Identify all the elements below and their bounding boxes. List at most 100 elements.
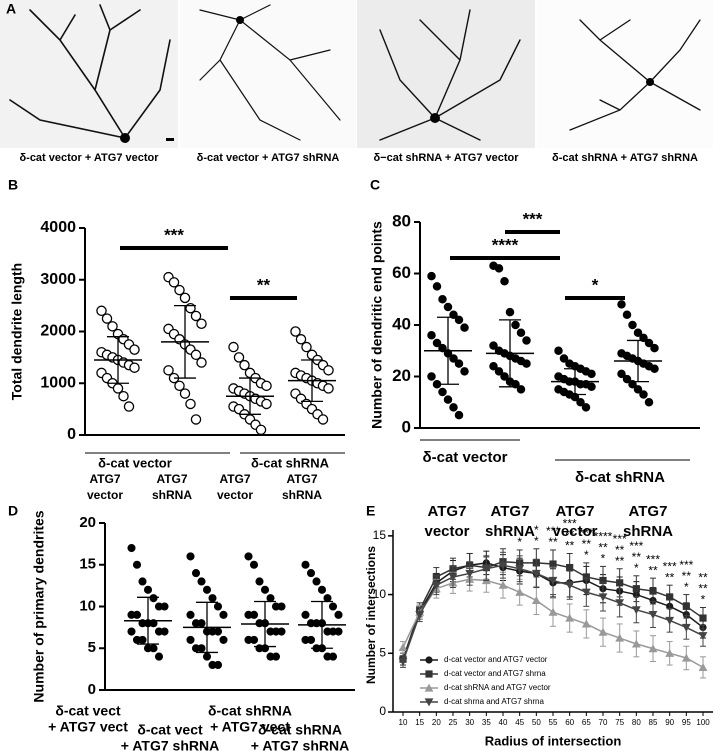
data-point: [454, 410, 464, 420]
panel-letter: C: [370, 177, 380, 193]
data-point: [101, 313, 113, 324]
significance-label: **: [682, 569, 692, 583]
y-tick-label: 0: [88, 681, 96, 698]
data-point: [186, 610, 195, 619]
x-tick-label: 65: [582, 718, 591, 727]
y-tick-label: 4000: [40, 219, 76, 236]
y-axis-label: Number of dendritic end points: [369, 221, 385, 429]
category-label: shRNA: [152, 488, 192, 502]
data-point: [494, 264, 504, 273]
data-point: [129, 344, 140, 355]
data-point: [599, 576, 607, 585]
data-point: [615, 599, 625, 608]
x-tick-label: 75: [615, 718, 624, 727]
category-label: vector: [552, 523, 597, 540]
category-label: ATG7: [89, 472, 120, 486]
x-tick-label: 80: [632, 718, 641, 727]
x-tick-label: 20: [432, 718, 441, 727]
data-point: [127, 627, 136, 636]
data-point: [168, 277, 180, 288]
data-point: [132, 610, 142, 619]
data-point: [174, 380, 185, 392]
data-point: [149, 619, 158, 628]
data-point: [631, 639, 641, 648]
data-point: [290, 326, 301, 337]
y-tick-label: 1000: [40, 374, 76, 391]
data-point: [448, 573, 458, 582]
significance-label: **: [548, 535, 558, 549]
data-point: [186, 552, 195, 561]
data-point: [213, 627, 223, 636]
data-point: [617, 369, 626, 379]
data-point: [239, 359, 250, 371]
data-point: [233, 352, 245, 363]
significance-label: *: [634, 561, 639, 575]
data-point: [174, 284, 185, 296]
data-point: [515, 587, 525, 596]
data-point: [587, 382, 596, 392]
group-header: δ-cat shRNA: [575, 469, 665, 486]
data-point: [665, 616, 675, 625]
significance-label: ***: [629, 539, 643, 553]
data-point: [295, 334, 307, 345]
soma: [646, 78, 654, 86]
significance-label: ***: [613, 532, 627, 546]
significance-label: ***: [679, 558, 693, 572]
category-label: vector: [424, 523, 469, 540]
data-point: [149, 594, 158, 603]
category-label: δ-cat shRNA: [208, 703, 292, 719]
significance-label: **: [565, 528, 575, 542]
data-point: [522, 359, 531, 368]
data-point: [415, 610, 425, 619]
y-tick-label: 80: [392, 211, 411, 230]
legend-label: d-cat shrna and ATG7 shrna: [444, 697, 544, 706]
data-point: [202, 652, 212, 661]
significance-label: ***: [579, 526, 593, 540]
data-point: [460, 367, 469, 376]
data-point: [648, 610, 658, 619]
significance-label: **: [598, 541, 608, 555]
y-tick-label: 10: [79, 597, 96, 614]
category-label: shRNA: [282, 488, 322, 502]
x-tick-label: 95: [682, 718, 691, 727]
data-point: [334, 627, 343, 636]
caption: δ-cat shRNA + ATG7 shRNA: [552, 152, 698, 164]
micrograph: [537, 0, 713, 148]
data-point: [500, 276, 509, 286]
data-point: [179, 388, 191, 399]
data-point: [698, 662, 708, 671]
data-point: [582, 573, 590, 581]
significance-label: **: [582, 537, 592, 551]
data-point: [699, 614, 707, 622]
legend-marker: [424, 683, 434, 692]
category-label: ATG7: [428, 503, 467, 520]
data-point: [277, 627, 286, 636]
data-point: [301, 560, 310, 569]
y-axis-label: Total dendrite length: [9, 263, 25, 400]
data-point: [96, 305, 107, 317]
data-point: [328, 652, 338, 661]
data-point: [202, 585, 212, 594]
x-tick-label: 100: [696, 718, 710, 727]
data-point: [511, 320, 520, 330]
data-point: [581, 403, 591, 412]
x-axis-label: Radius of intersection: [485, 733, 622, 748]
data-point: [449, 310, 458, 319]
data-point: [129, 362, 140, 373]
data-point: [431, 581, 441, 590]
data-point: [531, 569, 541, 578]
data-point: [244, 552, 253, 561]
data-point: [197, 619, 206, 628]
y-tick-label: 20: [392, 366, 411, 385]
x-tick-label: 55: [549, 718, 558, 727]
data-point: [127, 543, 136, 553]
x-tick-label: 25: [449, 718, 458, 727]
data-point: [185, 398, 196, 410]
data-point: [191, 569, 201, 578]
caption: δ-cat vector + ATG7 vector: [19, 152, 159, 164]
data-point: [432, 282, 442, 291]
data-point: [531, 596, 541, 605]
y-tick-label: 3000: [40, 271, 76, 288]
data-point: [622, 374, 632, 384]
data-point: [576, 397, 585, 407]
